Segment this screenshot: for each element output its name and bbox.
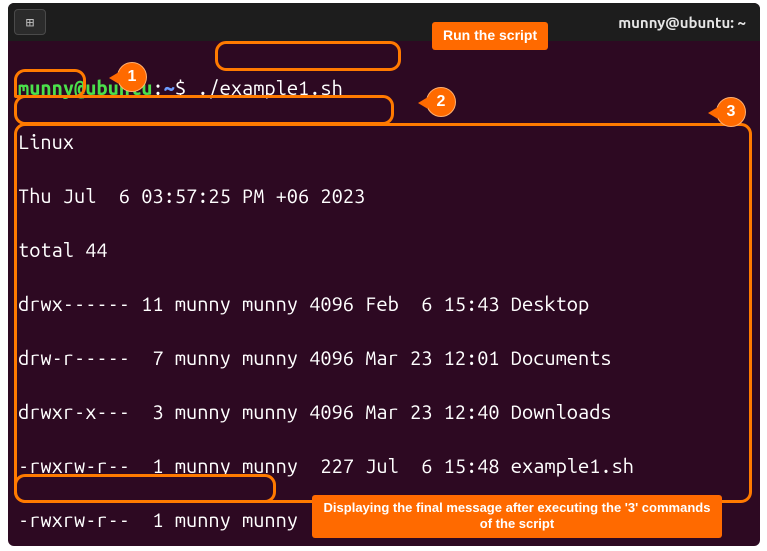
- table-row: -rwxrw-r-- 1 munny munny 152 Jul 6 13:55…: [18, 506, 750, 533]
- prompt-sep: :: [152, 76, 163, 99]
- terminal-window: ⊞ munny@ubuntu: ~ munny@ubuntu:~$ ./exam…: [8, 3, 760, 546]
- table-row: drwxr-x--- 3 munny munny 4096 Mar 23 12:…: [18, 398, 750, 425]
- prompt-path: ~: [164, 76, 175, 99]
- terminal-body[interactable]: munny@ubuntu:~$ ./example1.sh Linux Thu …: [8, 41, 760, 546]
- window-title: munny@ubuntu: ~: [618, 14, 746, 31]
- new-tab-button[interactable]: ⊞: [14, 9, 46, 35]
- out-line-date: Thu Jul 6 03:57:25 PM +06 2023: [18, 182, 750, 209]
- titlebar: ⊞ munny@ubuntu: ~: [8, 3, 760, 41]
- out-line-linux: Linux: [18, 128, 750, 155]
- table-row: drw-r----- 7 munny munny 4096 Mar 23 12:…: [18, 344, 750, 371]
- command-text: ./example1.sh: [197, 76, 343, 99]
- plus-icon: ⊞: [26, 14, 34, 31]
- prompt-line-1: munny@ubuntu:~$ ./example1.sh: [18, 74, 750, 101]
- prompt-user: munny@ubuntu: [18, 76, 152, 99]
- prompt-dollar: $: [175, 76, 186, 99]
- table-row: -rwxrw-r-- 1 munny munny 227 Jul 6 15:48…: [18, 452, 750, 479]
- table-row: drwx------ 11 munny munny 4096 Feb 6 15:…: [18, 290, 750, 317]
- out-total: total 44: [18, 236, 750, 263]
